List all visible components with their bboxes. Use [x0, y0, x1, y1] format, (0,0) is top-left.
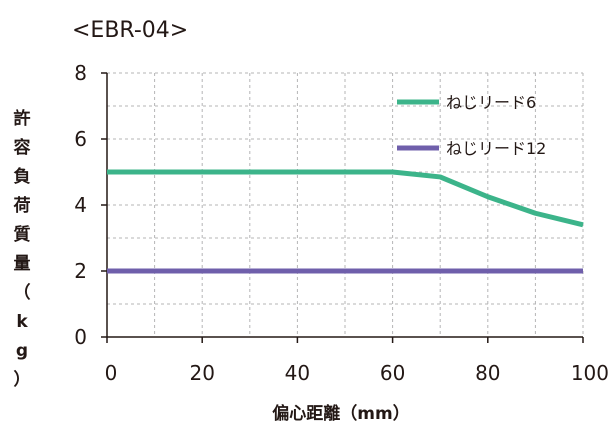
y-axis-title-char: 荷 [14, 195, 31, 216]
y-axis-title-char: 負 [14, 167, 31, 187]
y-axis-title-char: 量 [14, 253, 31, 274]
y-tick-label: 4 [74, 193, 87, 217]
x-tick-label: 60 [380, 361, 405, 385]
x-axis-title: 偏心距離（mm） [272, 403, 409, 424]
y-axis-title-char: g [16, 341, 28, 361]
legend-label: ねじリード12 [446, 139, 546, 158]
legend: ねじリード6 ねじリード12 [397, 93, 546, 158]
y-axis-title-char: 許 [14, 108, 31, 129]
y-axis-title-char: 質 [14, 224, 31, 245]
axes [101, 72, 584, 343]
y-axis-title: 許容負荷質量 （ k g ） [14, 108, 31, 390]
y-tick-label: 8 [74, 61, 87, 85]
x-tick-label: 0 [105, 361, 118, 385]
x-tick-label: 80 [475, 361, 500, 385]
grid [107, 72, 584, 337]
x-tick-label: 20 [189, 361, 214, 385]
y-axis-title-char: ） [14, 369, 31, 390]
y-tick-label: 2 [74, 259, 87, 283]
legend-label: ねじリード6 [446, 93, 536, 112]
y-axis-title-char: k [16, 312, 28, 332]
y-tick-label: 6 [74, 127, 87, 151]
x-tick-label: 100 [571, 361, 609, 385]
series-line-1 [107, 169, 584, 228]
y-axis-title-char: （ [14, 282, 31, 303]
series-lines [107, 169, 584, 274]
chart-title: <EBR-04> [72, 18, 188, 43]
y-tick-label: 0 [74, 325, 87, 349]
y-axis-title-char: 容 [14, 137, 31, 158]
x-tick-label: 40 [285, 361, 310, 385]
